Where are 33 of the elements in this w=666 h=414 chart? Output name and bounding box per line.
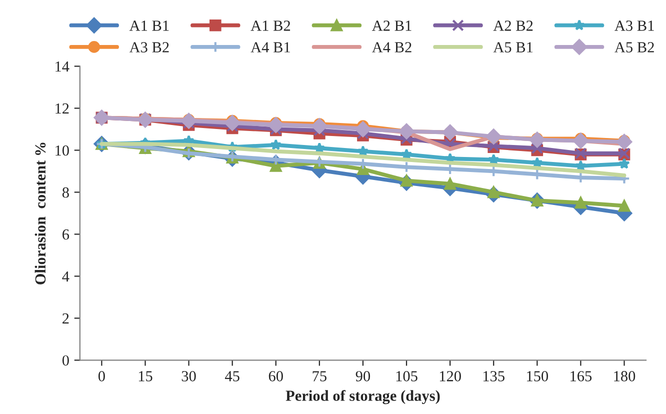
legend-label: A2 B2 <box>493 20 533 31</box>
legend-label: A1 B1 <box>129 20 169 31</box>
y-axis-title: Oliorasion content % <box>34 142 46 284</box>
x-tick-label: 180 <box>614 371 636 382</box>
x-tick-label: 165 <box>570 371 592 382</box>
legend-label: A1 B2 <box>250 20 290 31</box>
y-tick-label: 6 <box>62 229 70 240</box>
legend-label: A2 B1 <box>372 20 412 31</box>
y-tick-label: 8 <box>62 187 69 198</box>
x-tick-label: 60 <box>268 371 283 382</box>
x-axis-title: Period of storage (days) <box>286 390 440 404</box>
y-tick-label: 14 <box>56 61 70 72</box>
y-tick-label: 12 <box>56 103 69 114</box>
y-tick-label: 4 <box>62 271 70 282</box>
x-tick-label: 105 <box>396 371 418 382</box>
legend-label: A5 B1 <box>493 42 533 52</box>
legend-label: A5 B2 <box>614 42 654 52</box>
legend-label: A3 B2 <box>129 42 169 52</box>
y-tick-label: 10 <box>56 145 69 156</box>
legend-label: A4 B2 <box>372 42 412 52</box>
x-tick-label: 90 <box>356 371 370 382</box>
x-tick-label: 120 <box>440 371 461 382</box>
x-tick-label: 0 <box>98 371 105 382</box>
x-tick-label: 15 <box>138 371 152 382</box>
x-tick-label: 75 <box>312 371 326 382</box>
x-tick-label: 135 <box>483 371 504 382</box>
x-tick-label: 45 <box>224 371 240 382</box>
y-tick-label: 0 <box>62 355 69 366</box>
legend-label: A4 B1 <box>250 42 290 52</box>
legend-label: A3 B1 <box>614 20 654 31</box>
y-tick-label: 2 <box>62 313 69 324</box>
x-tick-label: 150 <box>527 371 548 382</box>
x-tick-label: 30 <box>182 371 196 382</box>
